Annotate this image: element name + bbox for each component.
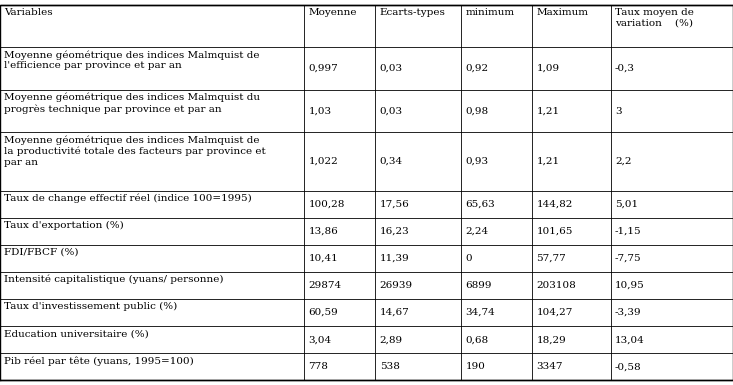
Text: 0,98: 0,98: [465, 107, 489, 116]
Text: 0,68: 0,68: [465, 335, 489, 344]
Text: FDI/FBCF (%): FDI/FBCF (%): [4, 248, 79, 257]
Text: 1,21: 1,21: [537, 107, 560, 116]
Text: 1,21: 1,21: [537, 157, 560, 166]
Text: minimum: minimum: [465, 8, 515, 17]
Text: 0,03: 0,03: [380, 107, 403, 116]
Text: 0,93: 0,93: [465, 157, 489, 166]
Text: 57,77: 57,77: [537, 254, 567, 263]
Text: 1,03: 1,03: [309, 107, 332, 116]
Text: 100,28: 100,28: [309, 200, 345, 209]
Text: 101,65: 101,65: [537, 227, 573, 236]
Text: 17,56: 17,56: [380, 200, 410, 209]
Text: Taux moyen de
variation    (%): Taux moyen de variation (%): [615, 8, 694, 27]
Text: 0,03: 0,03: [380, 64, 403, 73]
Text: 14,67: 14,67: [380, 308, 410, 317]
Text: Variables: Variables: [4, 8, 53, 17]
Text: 0,34: 0,34: [380, 157, 403, 166]
Text: 6899: 6899: [465, 281, 492, 290]
Text: 10,41: 10,41: [309, 254, 339, 263]
Text: 1,022: 1,022: [309, 157, 339, 166]
Text: 1,09: 1,09: [537, 64, 560, 73]
Text: 34,74: 34,74: [465, 308, 496, 317]
Text: 2,89: 2,89: [380, 335, 403, 344]
Text: 60,59: 60,59: [309, 308, 339, 317]
Text: 203108: 203108: [537, 281, 576, 290]
Text: Taux de change effectif réel (indice 100=1995): Taux de change effectif réel (indice 100…: [4, 194, 252, 203]
Text: 0,92: 0,92: [465, 64, 489, 73]
Text: Taux d'investissement public (%): Taux d'investissement public (%): [4, 302, 177, 311]
Text: Education universitaire (%): Education universitaire (%): [4, 329, 149, 338]
Text: 10,95: 10,95: [615, 281, 645, 290]
Text: 13,04: 13,04: [615, 335, 645, 344]
Text: Pib réel par tête (yuans, 1995=100): Pib réel par tête (yuans, 1995=100): [4, 356, 194, 366]
Text: -7,75: -7,75: [615, 254, 641, 263]
Text: Moyenne géométrique des indices Malmquist de
l'efficience par province et par an: Moyenne géométrique des indices Malmquis…: [4, 50, 260, 70]
Text: 144,82: 144,82: [537, 200, 573, 209]
Text: -3,39: -3,39: [615, 308, 641, 317]
Text: 2,24: 2,24: [465, 227, 489, 236]
Text: Moyenne géométrique des indices Malmquist du
progrès technique par province et p: Moyenne géométrique des indices Malmquis…: [4, 93, 260, 114]
Text: 65,63: 65,63: [465, 200, 496, 209]
Text: 0: 0: [465, 254, 472, 263]
Text: 3: 3: [615, 107, 622, 116]
Text: 2,2: 2,2: [615, 157, 632, 166]
Text: -1,15: -1,15: [615, 227, 641, 236]
Text: 538: 538: [380, 362, 399, 371]
Text: 18,29: 18,29: [537, 335, 567, 344]
Text: 3,04: 3,04: [309, 335, 332, 344]
Text: 0,997: 0,997: [309, 64, 339, 73]
Text: 104,27: 104,27: [537, 308, 573, 317]
Text: 26939: 26939: [380, 281, 413, 290]
Text: Intensité capitalistique (yuans/ personne): Intensité capitalistique (yuans/ personn…: [4, 275, 224, 285]
Text: 11,39: 11,39: [380, 254, 410, 263]
Text: 5,01: 5,01: [615, 200, 638, 209]
Text: 29874: 29874: [309, 281, 342, 290]
Text: 778: 778: [309, 362, 328, 371]
Text: -0,58: -0,58: [615, 362, 641, 371]
Text: Maximum: Maximum: [537, 8, 589, 17]
Text: Ecarts-types: Ecarts-types: [380, 8, 446, 17]
Text: 3347: 3347: [537, 362, 563, 371]
Text: Moyenne géométrique des indices Malmquist de
la productivité totale des facteurs: Moyenne géométrique des indices Malmquis…: [4, 136, 266, 167]
Text: Taux d'exportation (%): Taux d'exportation (%): [4, 221, 124, 230]
Text: Moyenne: Moyenne: [309, 8, 357, 17]
Text: 13,86: 13,86: [309, 227, 339, 236]
Text: 16,23: 16,23: [380, 227, 410, 236]
Text: -0,3: -0,3: [615, 64, 635, 73]
Text: 190: 190: [465, 362, 485, 371]
